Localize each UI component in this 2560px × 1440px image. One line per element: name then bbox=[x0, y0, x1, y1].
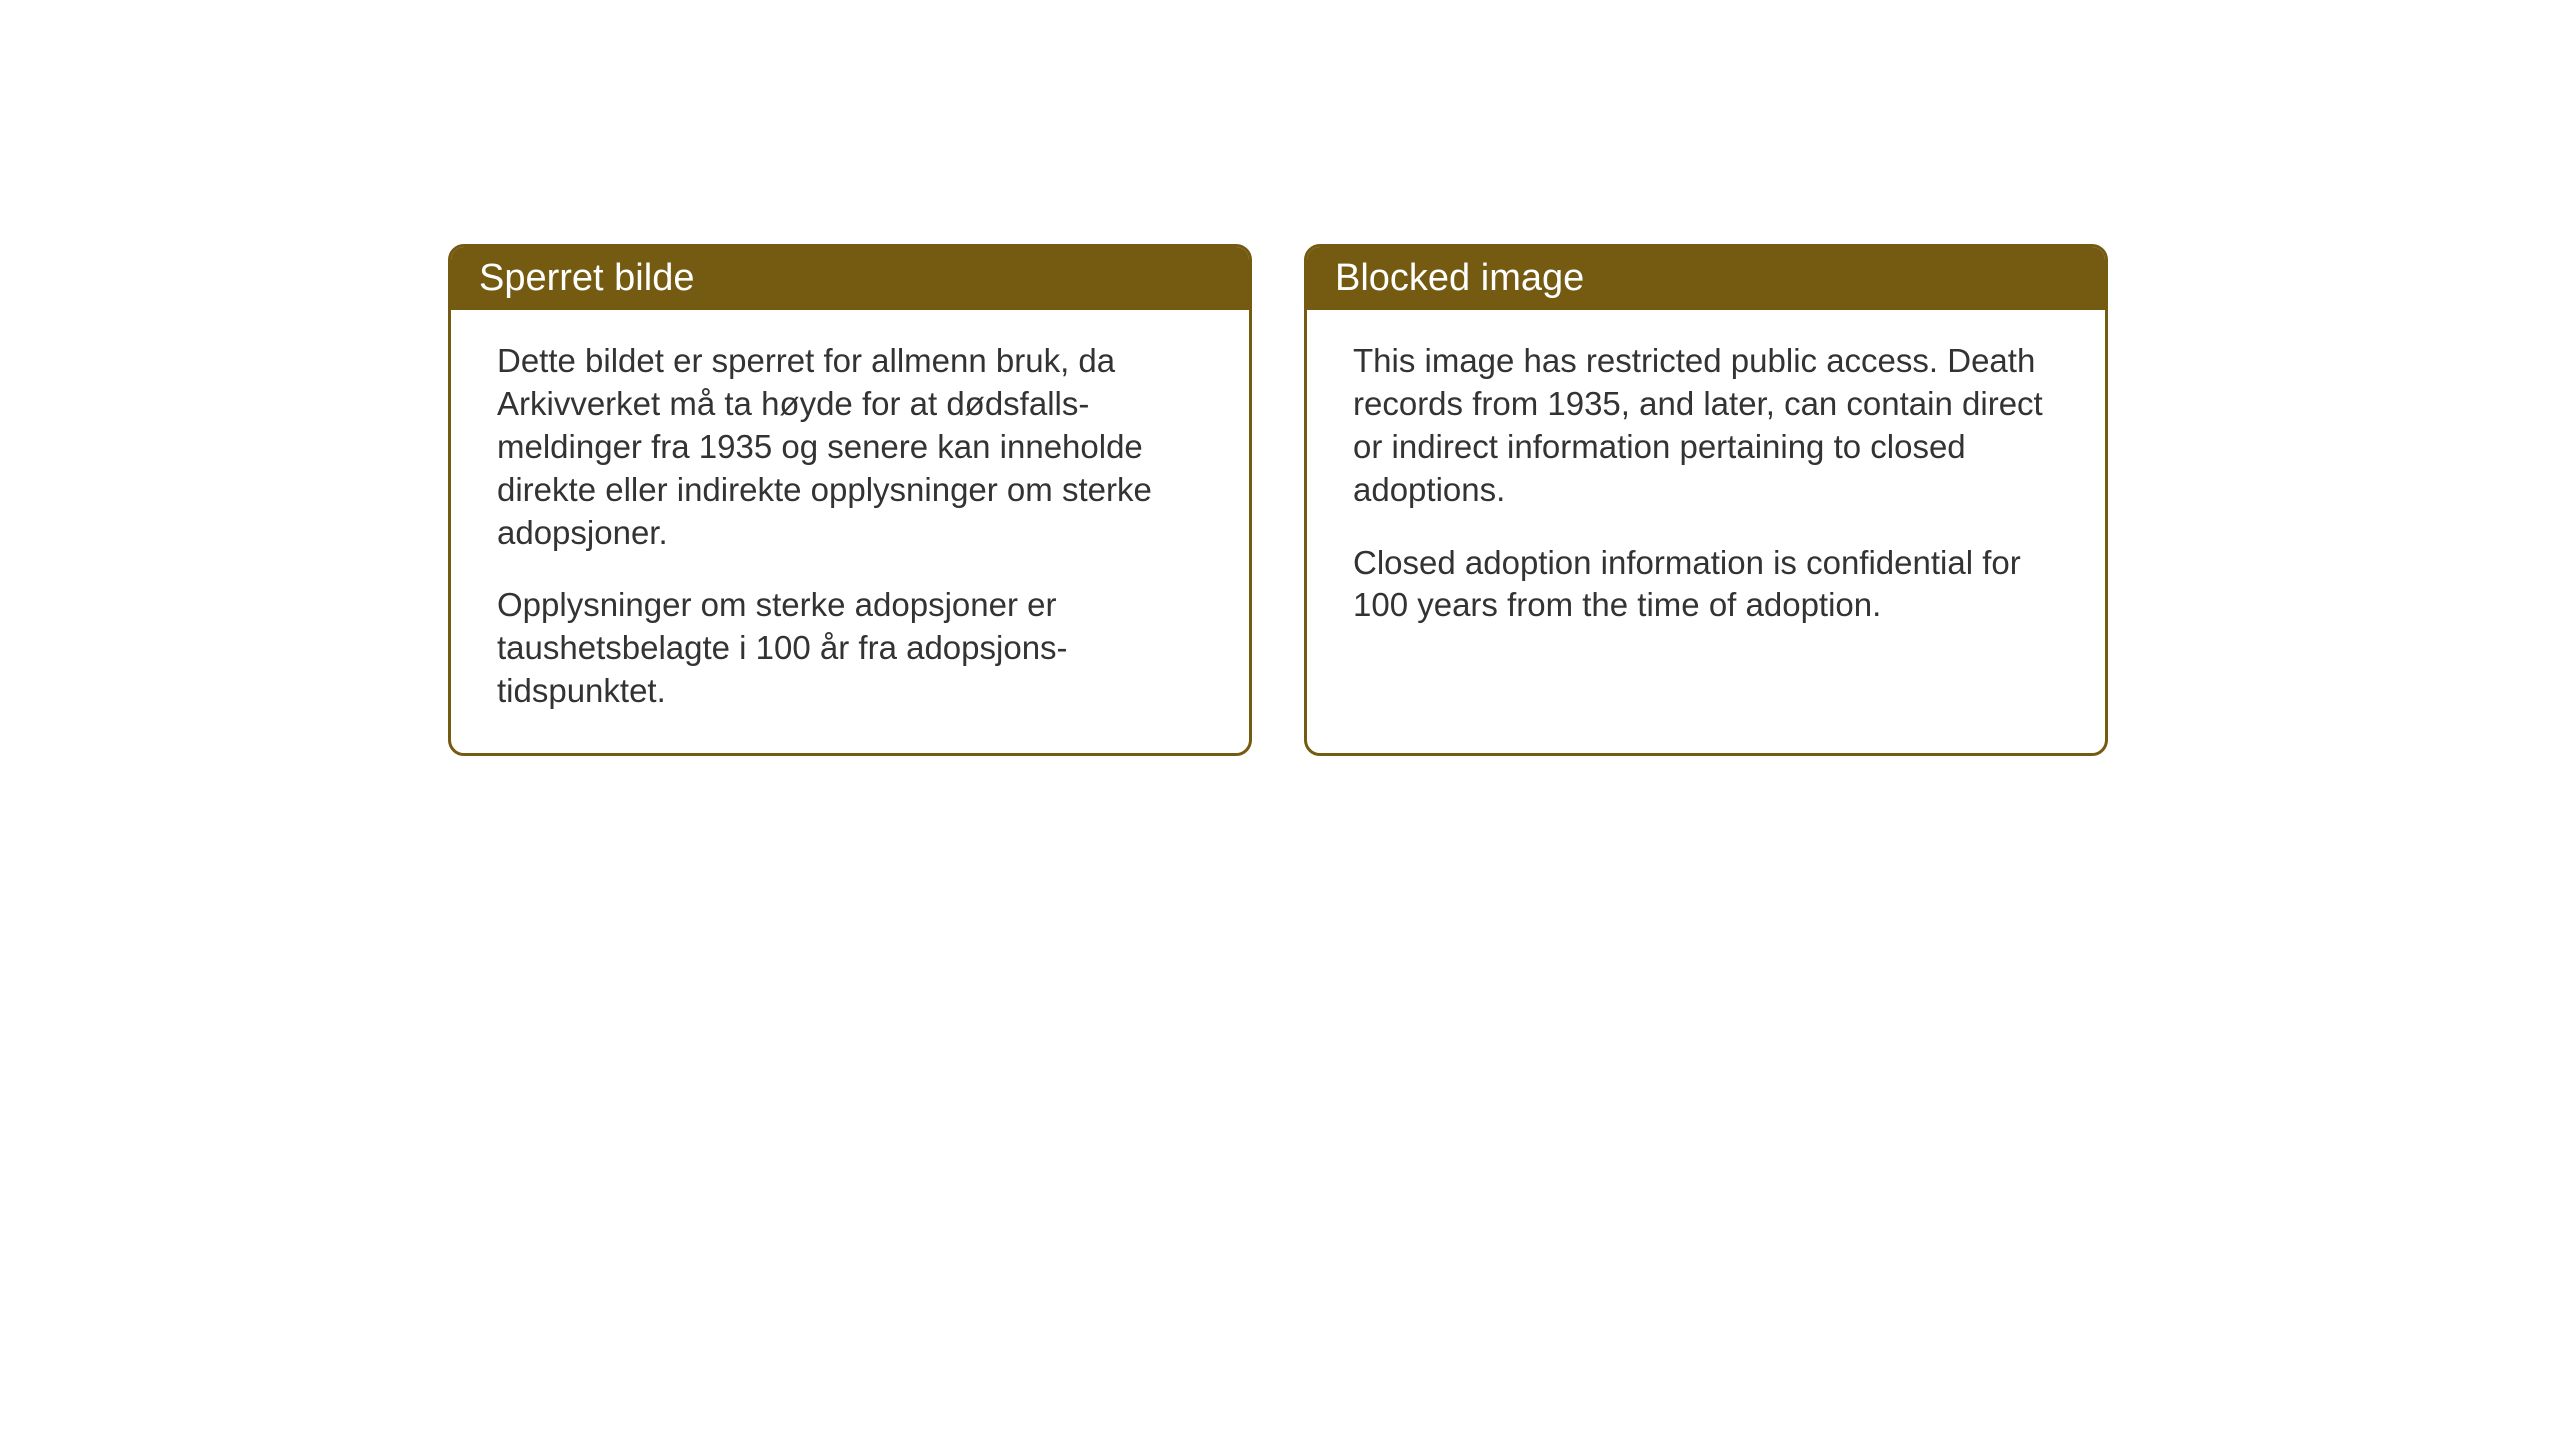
card-paragraph-1-english: This image has restricted public access.… bbox=[1353, 340, 2059, 512]
notice-card-norwegian: Sperret bilde Dette bildet er sperret fo… bbox=[448, 244, 1252, 756]
notice-cards-container: Sperret bilde Dette bildet er sperret fo… bbox=[448, 244, 2108, 756]
notice-card-english: Blocked image This image has restricted … bbox=[1304, 244, 2108, 756]
card-body-english: This image has restricted public access.… bbox=[1307, 310, 2105, 667]
card-title-norwegian: Sperret bilde bbox=[479, 257, 694, 299]
card-paragraph-1-norwegian: Dette bildet er sperret for allmenn bruk… bbox=[497, 340, 1203, 554]
card-paragraph-2-norwegian: Opplysninger om sterke adopsjoner er tau… bbox=[497, 584, 1203, 713]
card-body-norwegian: Dette bildet er sperret for allmenn bruk… bbox=[451, 310, 1249, 753]
card-paragraph-2-english: Closed adoption information is confident… bbox=[1353, 542, 2059, 628]
card-title-english: Blocked image bbox=[1335, 257, 1584, 299]
card-header-norwegian: Sperret bilde bbox=[451, 247, 1249, 310]
card-header-english: Blocked image bbox=[1307, 247, 2105, 310]
